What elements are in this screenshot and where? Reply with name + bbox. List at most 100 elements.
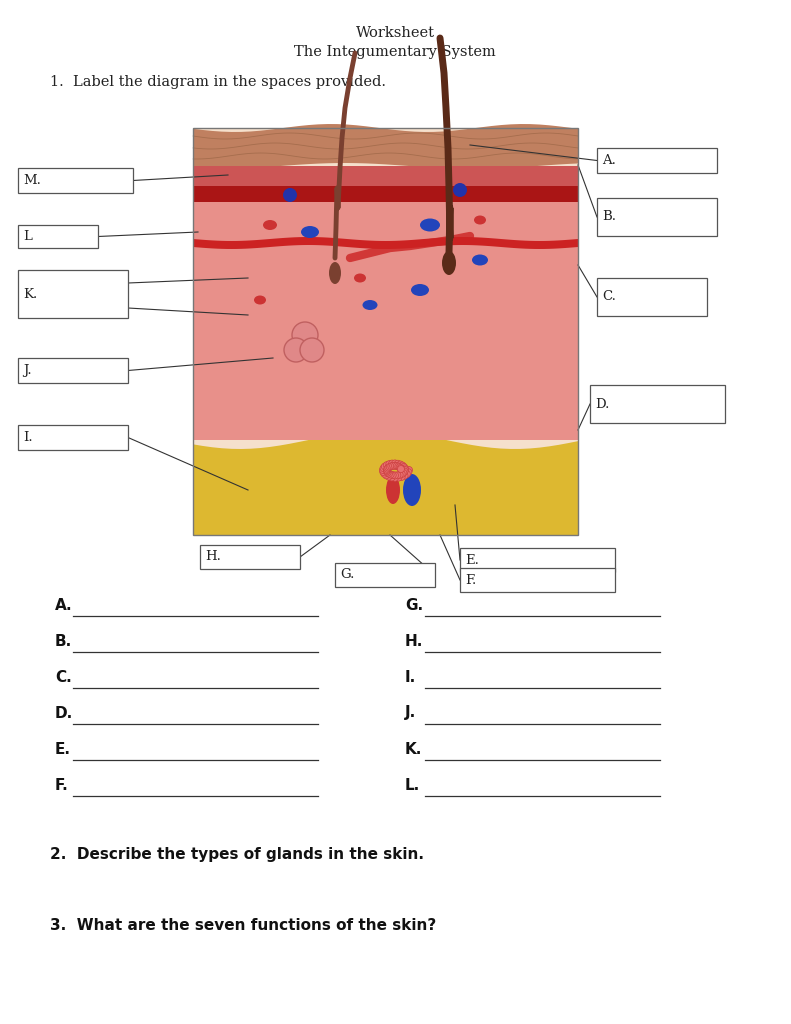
Text: 3.  What are the seven functions of the skin?: 3. What are the seven functions of the s…	[50, 919, 437, 934]
Text: C.: C.	[55, 670, 72, 684]
Text: K.: K.	[23, 288, 37, 300]
Circle shape	[397, 466, 404, 472]
Text: F.: F.	[55, 777, 69, 793]
Circle shape	[381, 463, 388, 470]
FancyBboxPatch shape	[18, 425, 128, 450]
Circle shape	[384, 467, 391, 473]
Ellipse shape	[411, 284, 429, 296]
Circle shape	[397, 461, 404, 468]
Circle shape	[283, 188, 297, 202]
Text: H.: H.	[405, 634, 423, 648]
Ellipse shape	[354, 273, 366, 283]
Circle shape	[284, 338, 308, 362]
Circle shape	[401, 468, 408, 475]
Polygon shape	[193, 198, 578, 440]
Ellipse shape	[472, 255, 488, 265]
Text: K.: K.	[405, 741, 422, 757]
Circle shape	[380, 465, 387, 472]
Circle shape	[389, 472, 396, 478]
Circle shape	[386, 461, 393, 468]
Text: A.: A.	[602, 154, 616, 167]
Circle shape	[395, 474, 402, 481]
Ellipse shape	[442, 251, 456, 275]
Circle shape	[384, 469, 392, 476]
FancyBboxPatch shape	[335, 563, 435, 587]
Circle shape	[383, 472, 390, 479]
Circle shape	[392, 474, 399, 481]
Text: C.: C.	[602, 291, 616, 303]
Text: L: L	[23, 230, 32, 243]
Text: Worksheet: Worksheet	[355, 26, 434, 40]
Text: I.: I.	[23, 431, 32, 444]
Circle shape	[402, 467, 408, 473]
Circle shape	[394, 472, 401, 479]
Circle shape	[387, 471, 394, 478]
Circle shape	[384, 468, 391, 475]
Ellipse shape	[254, 296, 266, 304]
Text: 2.  Describe the types of glands in the skin.: 2. Describe the types of glands in the s…	[50, 847, 424, 861]
Text: J.: J.	[405, 706, 416, 721]
Text: D.: D.	[55, 706, 74, 721]
Text: The Integumentary System: The Integumentary System	[294, 45, 496, 59]
Circle shape	[392, 472, 399, 479]
Text: D.: D.	[595, 397, 609, 411]
Circle shape	[403, 471, 411, 477]
FancyBboxPatch shape	[597, 198, 717, 236]
Text: G.: G.	[340, 568, 354, 582]
Ellipse shape	[474, 215, 486, 224]
Circle shape	[384, 465, 391, 472]
FancyBboxPatch shape	[200, 545, 300, 569]
Circle shape	[385, 464, 392, 471]
Text: G.: G.	[405, 597, 423, 612]
Circle shape	[390, 463, 396, 469]
FancyBboxPatch shape	[597, 278, 707, 316]
Circle shape	[406, 467, 412, 473]
Circle shape	[388, 463, 395, 470]
Circle shape	[398, 471, 405, 477]
Circle shape	[385, 473, 392, 480]
Polygon shape	[193, 431, 578, 535]
Ellipse shape	[362, 300, 377, 310]
Ellipse shape	[386, 476, 400, 504]
Text: B.: B.	[602, 211, 616, 223]
Text: H.: H.	[205, 551, 221, 563]
FancyBboxPatch shape	[460, 568, 615, 592]
Text: B.: B.	[55, 634, 72, 648]
Text: L.: L.	[405, 777, 420, 793]
Circle shape	[401, 465, 408, 472]
Circle shape	[396, 471, 403, 478]
Polygon shape	[193, 128, 578, 535]
FancyBboxPatch shape	[18, 168, 133, 193]
FancyBboxPatch shape	[597, 148, 717, 173]
Circle shape	[397, 465, 404, 472]
Text: J.: J.	[23, 364, 32, 377]
Ellipse shape	[420, 218, 440, 231]
Text: I.: I.	[405, 670, 416, 684]
Circle shape	[392, 460, 399, 467]
Circle shape	[401, 472, 408, 479]
Ellipse shape	[263, 220, 277, 230]
Text: M.: M.	[23, 174, 41, 187]
FancyBboxPatch shape	[18, 358, 128, 383]
Circle shape	[400, 464, 407, 470]
FancyBboxPatch shape	[460, 548, 615, 572]
Circle shape	[453, 183, 467, 197]
Circle shape	[380, 467, 387, 473]
Circle shape	[395, 463, 402, 470]
Circle shape	[396, 464, 403, 471]
Ellipse shape	[403, 474, 421, 506]
Circle shape	[384, 462, 391, 469]
Text: A.: A.	[55, 597, 73, 612]
Circle shape	[388, 474, 396, 481]
Circle shape	[392, 462, 399, 469]
Circle shape	[380, 470, 388, 477]
Circle shape	[300, 338, 324, 362]
Polygon shape	[193, 166, 578, 198]
Circle shape	[394, 460, 401, 467]
Text: E.: E.	[465, 554, 479, 566]
Text: 1.  Label the diagram in the spaces provided.: 1. Label the diagram in the spaces provi…	[50, 75, 386, 89]
Circle shape	[385, 470, 392, 477]
Polygon shape	[193, 186, 578, 202]
Circle shape	[400, 469, 407, 476]
FancyBboxPatch shape	[18, 270, 128, 318]
